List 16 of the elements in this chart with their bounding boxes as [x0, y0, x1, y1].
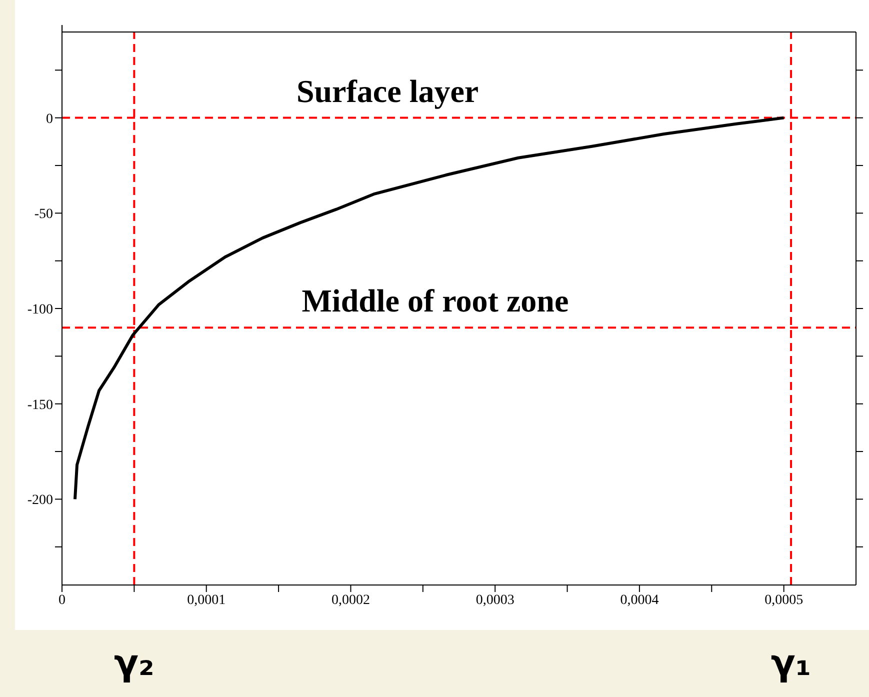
y-tick-label: -100 [27, 302, 53, 318]
ref-line-label: Middle of root zone [302, 282, 569, 319]
x-tick-label: 0,0003 [476, 592, 514, 608]
x-tick-label: 0,0002 [331, 592, 370, 608]
line-series [73, 116, 786, 501]
ref-line-label: Surface layer [296, 72, 479, 109]
ref-line-label: γ₂ [114, 643, 154, 684]
x-tick-label: 0 [58, 592, 66, 608]
ref-line-label: γ₁ [770, 643, 812, 684]
y-tick-label: -200 [27, 493, 53, 508]
x-tick-label: 0,0005 [764, 592, 804, 608]
x-tick-label: 0,0004 [620, 592, 659, 608]
y-tick-label: -150 [27, 398, 53, 413]
y-tick-label: 0 [46, 112, 53, 127]
x-tick-label: 0,0001 [187, 592, 226, 608]
y-tick-label: -50 [34, 207, 53, 222]
